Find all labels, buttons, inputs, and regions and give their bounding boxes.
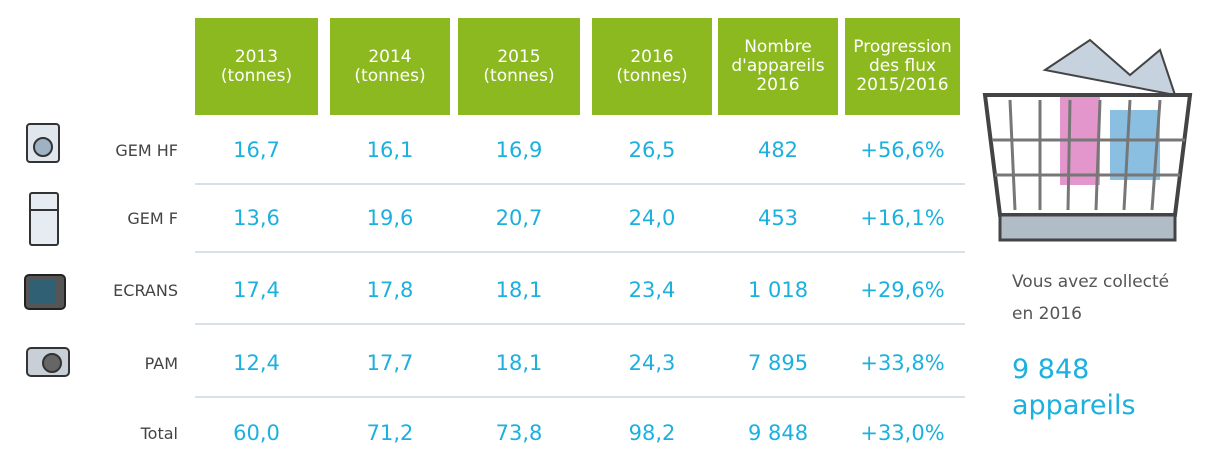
row-label: GEM HF <box>115 141 178 160</box>
row-label: PAM <box>144 354 178 373</box>
value-cell: 482 <box>757 138 799 162</box>
value-cell: 26,5 <box>628 138 676 162</box>
header-line: 2015/2016 <box>856 75 949 95</box>
value-cell: +16,1% <box>860 206 945 230</box>
value-cell: 7 895 <box>747 351 809 375</box>
camera-icon <box>26 347 70 377</box>
value-cell: 17,8 <box>366 278 414 302</box>
header-line: 2016 <box>630 46 674 67</box>
value-cell: 24,3 <box>628 351 676 375</box>
header-line: 2015 <box>497 46 541 67</box>
value-cell: 60,0 <box>233 421 280 445</box>
value-cell: +33,0% <box>860 421 945 445</box>
header-line: (tonnes) <box>220 65 293 86</box>
header-line: Progression <box>853 37 952 57</box>
header-line: (tonnes) <box>354 65 426 86</box>
row-label: ECRANS <box>113 281 178 300</box>
value-cell: 453 <box>757 206 799 230</box>
header-line: d'appareils <box>731 56 825 76</box>
value-cell: 12,4 <box>233 351 280 375</box>
side-text: Vous avez collecté <box>1012 272 1170 292</box>
value-cell: +56,6% <box>860 138 945 162</box>
header-cell: Nombre d'appareils 2016 <box>718 18 838 115</box>
header-line: 2016 <box>756 75 800 95</box>
row-separator <box>195 323 965 325</box>
header-line: Nombre <box>744 37 812 57</box>
header-cell: 2013 (tonnes) <box>195 18 318 115</box>
row-separator <box>195 183 965 185</box>
value-cell: 16,1 <box>366 138 414 162</box>
side-highlight: appareils <box>1012 390 1136 421</box>
value-cell: +29,6% <box>860 278 945 302</box>
value-cell: 1 018 <box>747 278 809 302</box>
value-cell: +33,8% <box>860 351 945 375</box>
value-cell: 23,4 <box>628 278 676 302</box>
value-cell: 16,7 <box>233 138 280 162</box>
basket-illustration <box>982 38 1193 242</box>
value-cell: 98,2 <box>628 421 676 445</box>
header-cell: 2015 (tonnes) <box>458 18 580 115</box>
value-cell: 19,6 <box>366 206 414 230</box>
row-separator <box>195 251 965 253</box>
fridge-icon <box>29 192 59 246</box>
header-line: des flux <box>868 56 937 76</box>
value-cell: 9 848 <box>747 421 809 445</box>
header-line: (tonnes) <box>483 65 555 86</box>
washer-icon <box>26 123 60 163</box>
value-cell: 13,6 <box>233 206 280 230</box>
row-label: GEM F <box>127 209 178 228</box>
header-cell: Progression des flux 2015/2016 <box>845 18 960 115</box>
row-separator <box>195 396 965 398</box>
header-cell: 2016 (tonnes) <box>592 18 712 115</box>
side-highlight: 9 848 <box>1012 354 1090 385</box>
header-cell: 2014 (tonnes) <box>330 18 450 115</box>
header-line: 2014 <box>368 46 412 67</box>
value-cell: 73,8 <box>495 421 543 445</box>
value-cell: 71,2 <box>366 421 414 445</box>
value-cell: 16,9 <box>495 138 543 162</box>
tv-icon <box>24 274 66 310</box>
value-cell: 18,1 <box>495 278 543 302</box>
header-line: (tonnes) <box>616 65 688 86</box>
value-cell: 18,1 <box>495 351 543 375</box>
value-cell: 17,4 <box>233 278 280 302</box>
value-cell: 24,0 <box>628 206 676 230</box>
header-line: 2013 <box>234 46 279 67</box>
value-cell: 17,7 <box>366 351 414 375</box>
row-label: Total <box>140 424 178 443</box>
value-cell: 20,7 <box>495 206 543 230</box>
side-text: en 2016 <box>1012 304 1082 324</box>
